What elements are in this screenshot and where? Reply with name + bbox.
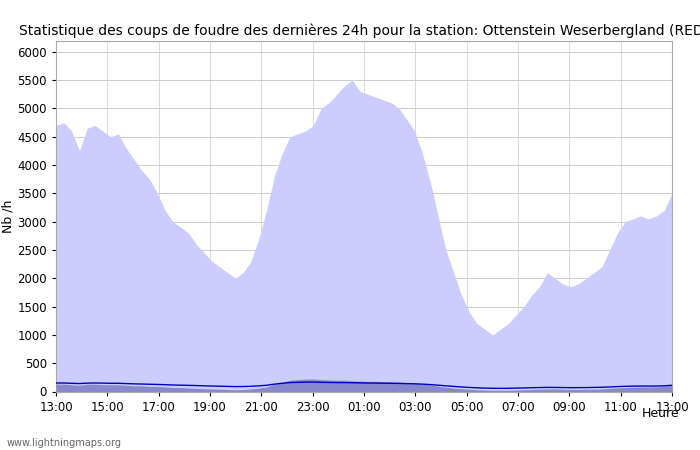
Title: Statistique des coups de foudre des dernières 24h pour la station: Ottenstein We: Statistique des coups de foudre des dern… [19, 23, 700, 38]
Y-axis label: Nb /h: Nb /h [1, 199, 15, 233]
Text: Heure: Heure [641, 407, 679, 420]
Text: www.lightningmaps.org: www.lightningmaps.org [7, 438, 122, 448]
